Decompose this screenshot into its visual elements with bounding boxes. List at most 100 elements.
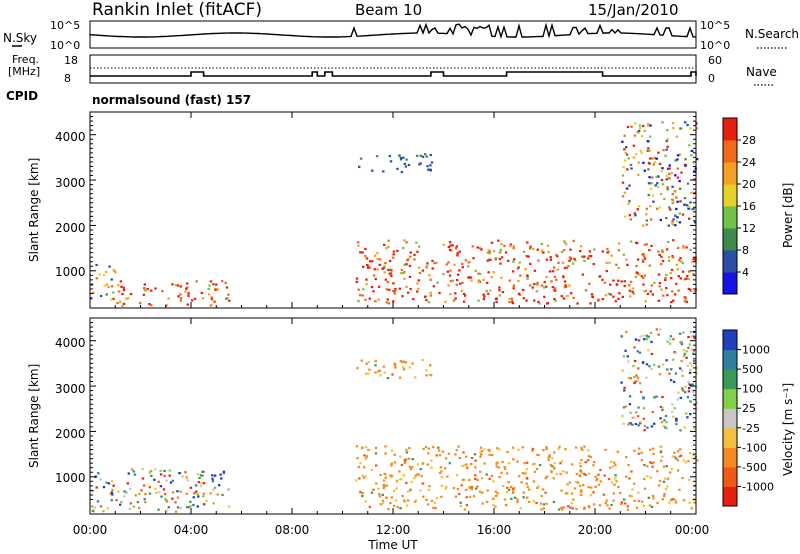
data-cell bbox=[657, 365, 661, 368]
data-cell bbox=[371, 260, 374, 263]
data-cell bbox=[608, 261, 611, 264]
data-cell bbox=[427, 447, 431, 450]
data-cell bbox=[466, 467, 469, 470]
data-cell bbox=[179, 472, 182, 475]
data-cell bbox=[671, 290, 674, 293]
data-cell bbox=[374, 300, 377, 303]
data-cell bbox=[690, 154, 693, 157]
data-cell bbox=[665, 421, 668, 424]
data-cell bbox=[665, 273, 668, 276]
data-cell bbox=[179, 296, 183, 300]
data-cell bbox=[623, 191, 627, 194]
data-cell bbox=[651, 157, 654, 160]
data-cell bbox=[598, 504, 602, 507]
data-cell bbox=[532, 500, 535, 503]
data-cell bbox=[678, 221, 682, 224]
data-cell bbox=[512, 285, 515, 289]
data-cell bbox=[635, 374, 638, 377]
data-cell bbox=[417, 266, 421, 269]
data-cell bbox=[606, 247, 609, 251]
data-cell bbox=[635, 264, 638, 268]
data-cell bbox=[383, 265, 386, 268]
data-cell bbox=[400, 478, 403, 481]
data-cell bbox=[384, 452, 387, 455]
data-cell bbox=[450, 249, 453, 252]
data-cell bbox=[575, 508, 578, 511]
data-cell bbox=[361, 251, 364, 254]
data-cell bbox=[693, 336, 696, 340]
data-cell bbox=[687, 336, 690, 339]
data-cell bbox=[407, 499, 410, 502]
data-cell bbox=[141, 468, 144, 471]
data-cell bbox=[364, 298, 367, 301]
data-cell bbox=[359, 157, 363, 160]
data-cell bbox=[500, 243, 503, 246]
data-cell bbox=[445, 263, 448, 266]
data-cell bbox=[119, 503, 122, 506]
data-cell bbox=[377, 487, 380, 490]
freq-frame bbox=[89, 54, 697, 84]
data-cell bbox=[576, 302, 579, 305]
data-cell bbox=[403, 162, 406, 165]
data-cell bbox=[520, 481, 523, 484]
data-cell bbox=[620, 501, 624, 504]
data-cell bbox=[402, 366, 405, 369]
data-cell bbox=[368, 297, 371, 300]
data-cell bbox=[372, 488, 375, 491]
data-cell bbox=[419, 468, 422, 471]
data-cell bbox=[693, 290, 697, 293]
data-cell bbox=[440, 476, 443, 479]
data-cell bbox=[416, 290, 419, 293]
data-cell bbox=[574, 259, 577, 262]
data-cell bbox=[687, 346, 690, 349]
velocity-colorbar-label: 100 bbox=[742, 383, 763, 396]
data-cell bbox=[365, 455, 368, 458]
data-cell bbox=[172, 491, 175, 494]
data-cell bbox=[576, 481, 580, 484]
data-cell bbox=[516, 460, 519, 463]
data-cell bbox=[637, 173, 640, 176]
data-cell bbox=[478, 272, 482, 276]
data-cell bbox=[690, 507, 693, 510]
data-cell bbox=[678, 212, 681, 215]
data-cell bbox=[642, 417, 645, 420]
data-cell bbox=[368, 368, 371, 371]
data-cell bbox=[624, 502, 627, 505]
data-cell bbox=[93, 506, 97, 509]
freq-tick-top: 18 bbox=[64, 54, 78, 67]
data-cell bbox=[691, 383, 694, 386]
velocity-colorbar-cell bbox=[723, 388, 737, 409]
power-frame bbox=[89, 111, 697, 309]
data-cell bbox=[687, 380, 690, 383]
data-cell bbox=[681, 261, 684, 265]
data-cell bbox=[394, 290, 397, 293]
data-cell bbox=[564, 492, 568, 495]
data-cell bbox=[686, 364, 689, 367]
data-cell bbox=[542, 449, 545, 452]
data-cell bbox=[485, 473, 488, 476]
data-cell bbox=[579, 490, 583, 493]
data-cell bbox=[488, 453, 491, 456]
data-cell bbox=[648, 135, 652, 138]
power-colorbar-label: 28 bbox=[742, 134, 756, 147]
data-cell bbox=[517, 292, 521, 295]
data-cell bbox=[676, 469, 680, 472]
data-cell bbox=[678, 488, 681, 491]
data-cell bbox=[675, 135, 678, 138]
data-cell bbox=[425, 299, 428, 302]
data-cell bbox=[179, 285, 183, 288]
data-cell bbox=[470, 279, 473, 282]
data-cell bbox=[478, 247, 482, 250]
nsearch-tick-bottom: 10^0 bbox=[700, 39, 730, 52]
data-cell bbox=[591, 295, 594, 298]
data-cell bbox=[679, 277, 682, 280]
data-cell bbox=[508, 301, 511, 304]
data-cell bbox=[159, 485, 163, 488]
power-ytick-4000: 4000 bbox=[55, 130, 86, 144]
data-cell bbox=[574, 481, 578, 484]
data-cell bbox=[638, 351, 642, 354]
data-cell bbox=[102, 510, 105, 513]
data-cell bbox=[629, 280, 633, 283]
data-cell bbox=[498, 448, 501, 451]
data-cell bbox=[393, 461, 396, 464]
